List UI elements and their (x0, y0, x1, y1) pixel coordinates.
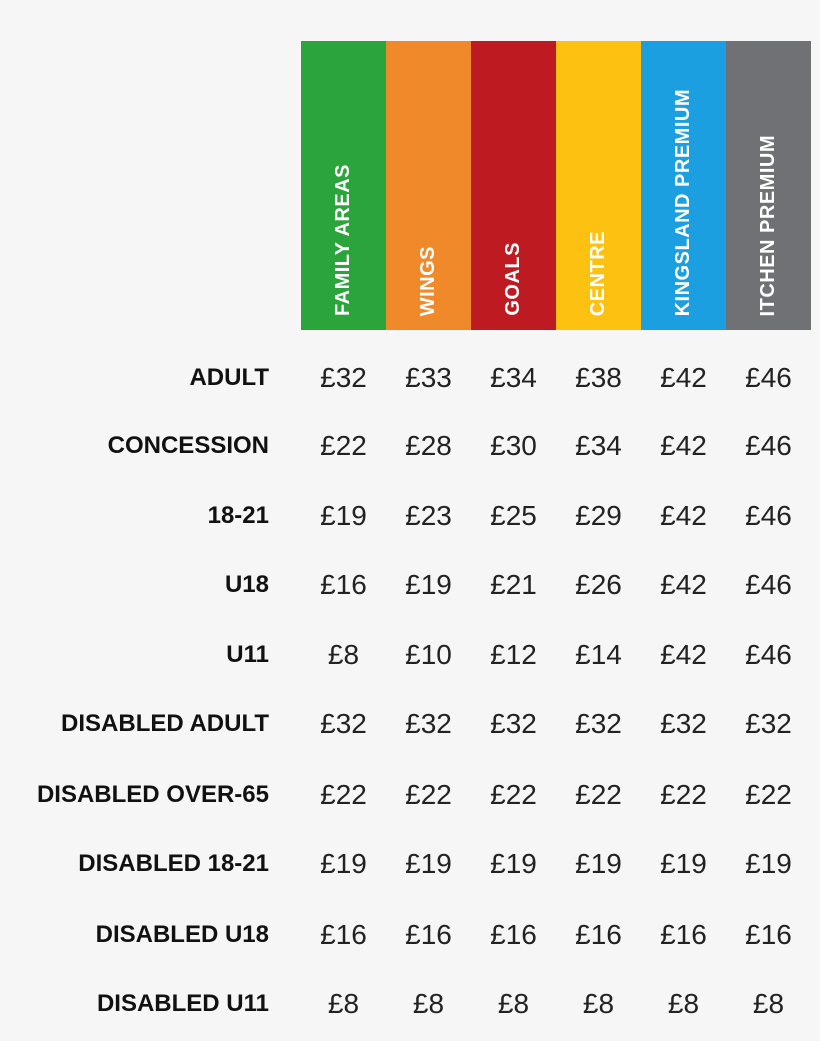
price-cell: £8 (497, 988, 530, 1019)
column-header: WINGS (386, 41, 471, 330)
column-label: WINGS (417, 245, 439, 316)
price-cell: £19 (320, 500, 367, 531)
row-label: ADULT (189, 364, 269, 391)
price-cell: £32 (660, 708, 707, 739)
price-cell: £32 (320, 708, 367, 739)
price-cell: £32 (575, 708, 622, 739)
price-cell: £29 (575, 500, 622, 531)
price-cell: £42 (660, 569, 707, 600)
price-cell: £22 (405, 779, 452, 810)
price-cell: £16 (575, 919, 622, 950)
column-header: ITCHEN PREMIUM (726, 41, 811, 330)
price-cell: £42 (660, 362, 707, 393)
price-cell: £34 (490, 362, 537, 393)
price-cell: £42 (660, 500, 707, 531)
price-cell: £12 (490, 639, 537, 670)
price-cell: £16 (745, 919, 792, 950)
price-cell: £26 (575, 569, 622, 600)
column-header: KINGSLAND PREMIUM (641, 41, 726, 330)
price-cell: £19 (405, 569, 452, 600)
price-cell: £23 (405, 500, 452, 531)
price-cell: £16 (320, 569, 367, 600)
column-label: FAMILY AREAS (332, 164, 354, 316)
row-label: CONCESSION (107, 432, 269, 459)
row-label: DISABLED ADULT (61, 710, 269, 737)
price-cell: £22 (745, 779, 792, 810)
price-cell: £22 (320, 779, 367, 810)
price-cell: £30 (490, 430, 537, 461)
price-cell: £33 (405, 362, 452, 393)
price-cell: £8 (667, 988, 700, 1019)
price-cell: £42 (660, 430, 707, 461)
price-cell: £32 (745, 708, 792, 739)
price-cell: £10 (405, 639, 452, 670)
price-cell: £32 (405, 708, 452, 739)
price-cell: £32 (320, 362, 367, 393)
row-label: U18 (224, 571, 269, 598)
price-cell: £28 (405, 430, 452, 461)
price-cell: £46 (745, 569, 792, 600)
price-cell: £22 (575, 779, 622, 810)
price-cell: £19 (405, 848, 452, 879)
row-label: DISABLED U18 (95, 921, 269, 948)
row-label: DISABLED U11 (96, 990, 269, 1017)
column-header: GOALS (471, 41, 556, 330)
column-header: CENTRE (556, 41, 641, 330)
price-cell: £8 (752, 988, 785, 1019)
price-cell: £25 (490, 500, 537, 531)
price-cell: £46 (745, 362, 792, 393)
price-cell: £14 (575, 639, 622, 670)
price-cell: £8 (327, 639, 360, 670)
column-header: FAMILY AREAS (301, 41, 386, 330)
row-label: DISABLED OVER-65 (36, 781, 269, 808)
row-label: 18-21 (207, 502, 269, 529)
price-cell: £8 (582, 988, 615, 1019)
price-cell: £46 (745, 639, 792, 670)
price-cell: £21 (490, 569, 537, 600)
row-label: U11 (226, 641, 269, 668)
price-cell: £8 (412, 988, 445, 1019)
price-cell: £22 (660, 779, 707, 810)
price-cell: £16 (320, 919, 367, 950)
price-cell: £34 (575, 430, 622, 461)
column-label: CENTRE (587, 230, 609, 316)
price-cell: £19 (745, 848, 792, 879)
column-label: ITCHEN PREMIUM (757, 134, 779, 316)
column-label: KINGSLAND PREMIUM (672, 88, 694, 316)
price-cell: £16 (660, 919, 707, 950)
price-cell: £19 (660, 848, 707, 879)
price-cell: £42 (660, 639, 707, 670)
price-cell: £32 (490, 708, 537, 739)
price-cell: £16 (490, 919, 537, 950)
price-cell: £19 (575, 848, 622, 879)
row-label: DISABLED 18-21 (78, 850, 269, 877)
column-label: GOALS (502, 242, 524, 316)
price-cell: £22 (490, 779, 537, 810)
price-cell: £46 (745, 430, 792, 461)
price-cell: £38 (575, 362, 622, 393)
price-cell: £19 (320, 848, 367, 879)
price-cell: £19 (490, 848, 537, 879)
price-cell: £8 (327, 988, 360, 1019)
price-cell: £46 (745, 500, 792, 531)
price-cell: £22 (320, 430, 367, 461)
price-cell: £16 (405, 919, 452, 950)
